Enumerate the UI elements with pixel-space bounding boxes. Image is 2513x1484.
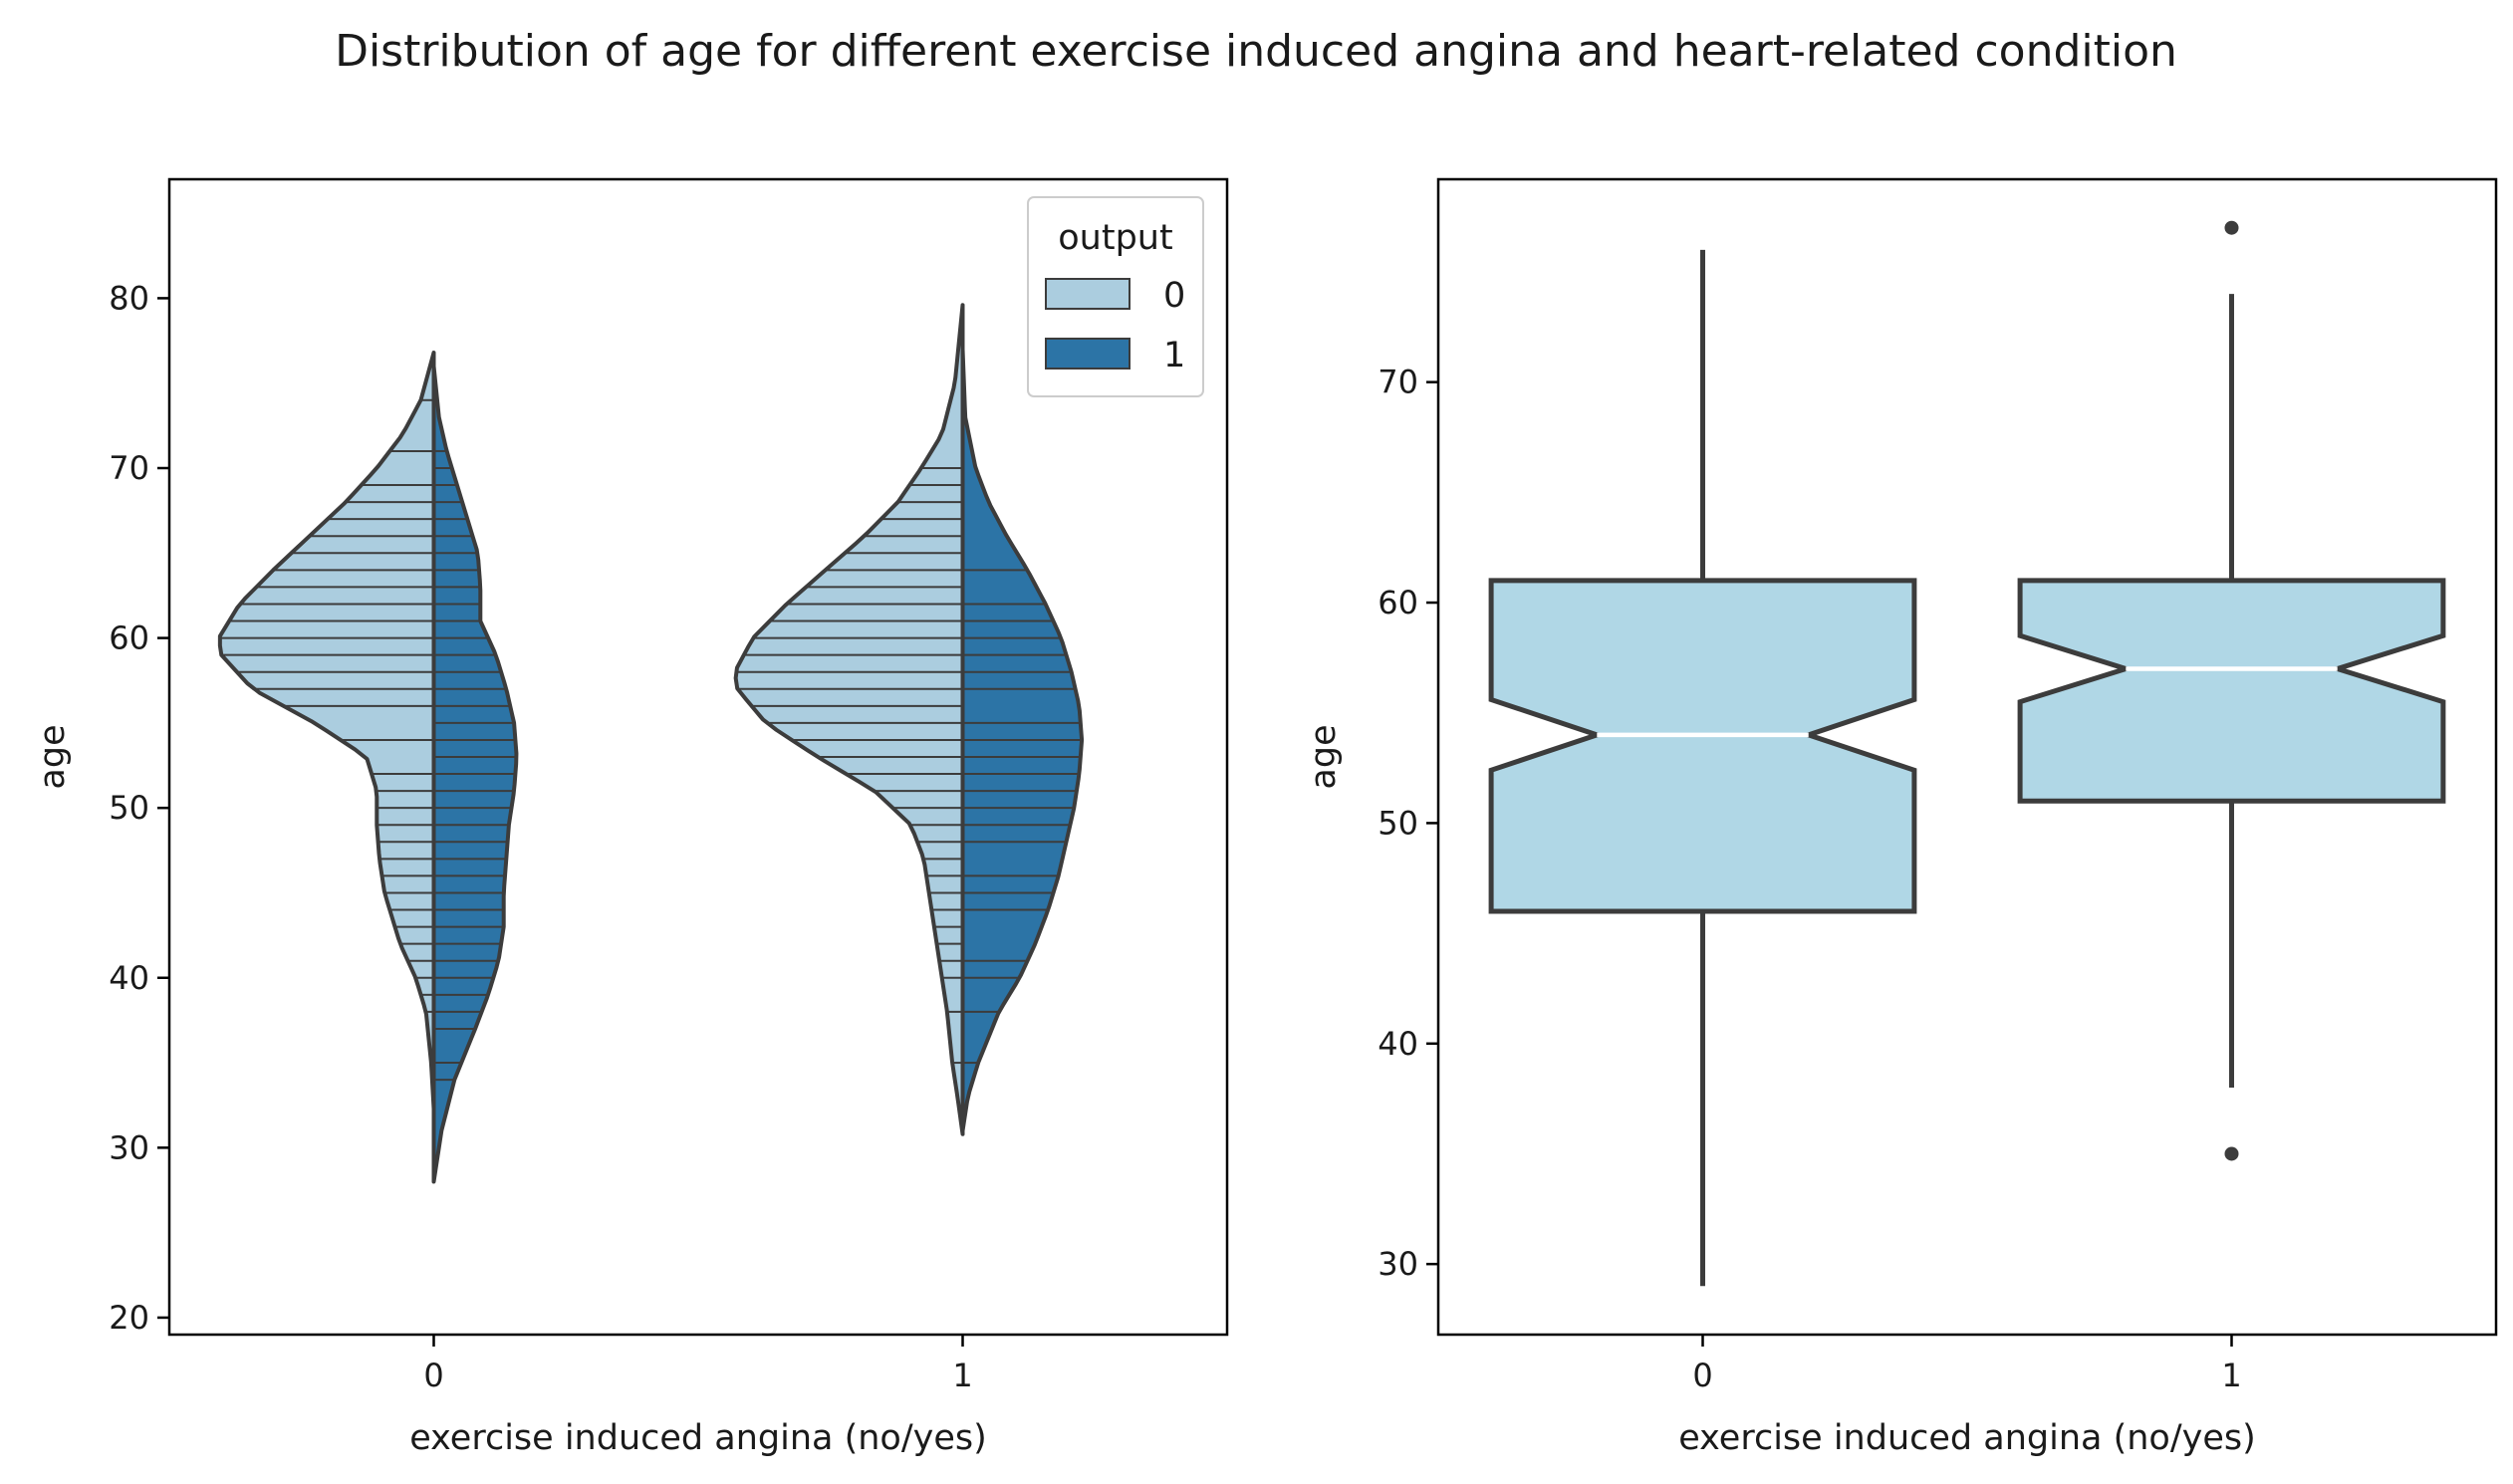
violin-y-axis-label: age <box>33 724 73 789</box>
violin-y-tick-label: 30 <box>109 1128 149 1166</box>
box-y-tick-label: 50 <box>1378 804 1418 842</box>
violin-y-tick-label: 60 <box>109 619 149 657</box>
legend-label-output-1: 1 <box>1163 336 1185 375</box>
violin-plot-frame <box>167 177 1229 1337</box>
violin-y-tick-label: 50 <box>109 789 149 827</box>
box-x-tick-label: 0 <box>1692 1357 1712 1394</box>
violin-y-tick-label: 70 <box>109 449 149 487</box>
box-x-axis-label: exercise induced angina (no/yes) <box>1678 1418 2256 1458</box>
legend-label-output-0: 0 <box>1163 276 1185 316</box>
violin-y-axis: 20 30 40 50 60 70 80 <box>109 279 169 1337</box>
violin-x-axis-label: exercise induced angina (no/yes) <box>409 1418 987 1458</box>
box-y-axis: 30 40 50 60 70 <box>1378 364 1438 1283</box>
legend-swatch-output-1 <box>1045 338 1131 370</box>
box-y-tick-label: 30 <box>1378 1245 1418 1283</box>
box-x-tick-label: 1 <box>2221 1357 2241 1394</box>
violin-y-tick-label: 20 <box>109 1299 149 1337</box>
box-y-tick-label: 60 <box>1378 584 1418 621</box>
violin-half-output-0-cat-0 <box>217 351 436 1112</box>
box-cat-0 <box>1488 578 1917 914</box>
box-y-axis-label: age <box>1304 724 1344 789</box>
legend-swatch-output-0 <box>1045 278 1131 310</box>
figure-title: Distribution of age for different exerci… <box>335 26 2177 77</box>
violin-half-output-0-cat-1 <box>733 303 965 1136</box>
violin-x-tick-label: 1 <box>952 1357 972 1394</box>
box-outlier-point <box>2224 1146 2239 1161</box>
violin-y-tick-label: 80 <box>109 279 149 317</box>
violin-y-tick-label: 40 <box>109 959 149 997</box>
box-y-tick-label: 70 <box>1378 364 1418 401</box>
legend-title: output <box>1058 218 1172 258</box>
box-y-tick-label: 40 <box>1378 1025 1418 1063</box>
violin-x-tick-label: 0 <box>423 1357 443 1394</box>
violin-marks <box>217 303 1085 1184</box>
legend: output 0 1 <box>1027 196 1204 397</box>
box-outlier-point <box>2224 220 2239 235</box>
box-cat-1 <box>2017 578 2446 804</box>
box-plot-frame <box>1436 177 2498 1337</box>
box-marks <box>1488 220 2446 1287</box>
